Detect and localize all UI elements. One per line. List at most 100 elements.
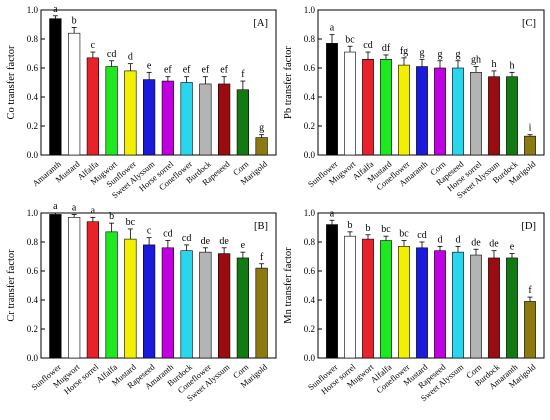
bar-4 bbox=[124, 70, 137, 156]
significance-letter: de bbox=[471, 237, 481, 248]
significance-letter: ef bbox=[183, 65, 191, 76]
bar-4 bbox=[398, 64, 410, 156]
bar-10 bbox=[506, 76, 518, 156]
bar-7 bbox=[452, 251, 464, 359]
bar-5 bbox=[143, 244, 156, 359]
significance-letter: b bbox=[109, 211, 114, 222]
bar-8 bbox=[470, 254, 482, 359]
y-tick-label: 0.0 bbox=[27, 353, 39, 363]
significance-letter: e bbox=[510, 242, 515, 253]
significance-letter: d bbox=[456, 234, 461, 245]
panel-label: [C] bbox=[522, 18, 536, 29]
bar-8 bbox=[199, 251, 212, 359]
significance-letter: e bbox=[147, 60, 152, 71]
significance-letter: d bbox=[438, 234, 443, 245]
y-tick-label: 0.2 bbox=[304, 121, 315, 131]
significance-letter: b bbox=[348, 220, 353, 231]
bar-3 bbox=[380, 240, 392, 359]
significance-letter: a bbox=[53, 4, 58, 15]
significance-letter: h bbox=[492, 59, 497, 70]
bar-5 bbox=[416, 247, 428, 359]
plot-frame bbox=[317, 212, 545, 359]
plot-frame bbox=[40, 9, 277, 156]
bar-3 bbox=[105, 66, 118, 156]
significance-letter: gh bbox=[471, 55, 481, 66]
significance-letter: c bbox=[147, 226, 152, 237]
panel-label: [B] bbox=[254, 221, 268, 232]
y-tick-label: 1.0 bbox=[304, 208, 316, 218]
significance-letter: ef bbox=[164, 65, 172, 76]
significance-letter: ef bbox=[201, 65, 209, 76]
y-tick-label: 0.8 bbox=[27, 237, 39, 247]
bar-5 bbox=[143, 79, 156, 156]
y-axis-label: Mn transfer factor bbox=[283, 247, 294, 324]
plot-frame bbox=[317, 9, 545, 156]
significance-letter: bc bbox=[126, 217, 136, 228]
significance-letter: b bbox=[72, 15, 77, 26]
y-tick-label: 0.8 bbox=[27, 34, 39, 44]
bar-1 bbox=[344, 235, 356, 359]
y-tick-label: 0.0 bbox=[304, 150, 316, 160]
significance-letter: de bbox=[201, 236, 211, 247]
panel-label: [A] bbox=[253, 18, 268, 29]
y-tick-label: 0.0 bbox=[304, 353, 316, 363]
significance-letter: e bbox=[241, 240, 246, 251]
significance-letter: f bbox=[241, 69, 245, 80]
bar-2 bbox=[362, 238, 374, 359]
bar-1 bbox=[68, 217, 81, 359]
bar-7 bbox=[180, 250, 193, 359]
bar-0 bbox=[49, 214, 62, 359]
y-axis-label: Co transfer factor bbox=[6, 45, 17, 120]
bar-2 bbox=[86, 57, 99, 156]
y-tick-label: 0.4 bbox=[304, 92, 316, 102]
bar-0 bbox=[49, 18, 62, 156]
significance-letter: df bbox=[382, 43, 391, 54]
y-tick-label: 0.4 bbox=[27, 92, 39, 102]
significance-letter: fg bbox=[400, 46, 408, 57]
significance-letter: c bbox=[91, 40, 96, 51]
y-tick-label: 0.2 bbox=[304, 324, 315, 334]
panel-label: [D] bbox=[521, 221, 536, 232]
bar-10 bbox=[506, 257, 518, 359]
plot-frame bbox=[40, 212, 277, 359]
bar-9 bbox=[218, 253, 231, 359]
bar-4 bbox=[398, 246, 410, 359]
significance-letter: cd bbox=[363, 40, 372, 51]
bar-5 bbox=[416, 66, 428, 156]
significance-letter: d bbox=[128, 52, 133, 63]
y-tick-label: 0.6 bbox=[27, 266, 39, 276]
bar-7 bbox=[180, 82, 193, 156]
significance-letter: cd bbox=[163, 229, 172, 240]
chart-panel-1: 0.0 0.2 0.4 0.6 0.8 1.0 Pb transfer factor [C] a… bbox=[283, 5, 545, 200]
bar-6 bbox=[161, 80, 174, 156]
y-tick-label: 0.6 bbox=[27, 63, 39, 73]
significance-letter: de bbox=[219, 236, 229, 247]
bar-11 bbox=[255, 137, 268, 156]
y-tick-label: 1.0 bbox=[27, 5, 39, 15]
significance-letter: f bbox=[528, 285, 532, 296]
significance-letter: g bbox=[420, 47, 425, 58]
significance-letter: h bbox=[510, 60, 515, 71]
significance-letter: a bbox=[53, 201, 58, 212]
y-tick-label: 0.0 bbox=[27, 150, 39, 160]
significance-letter: a bbox=[91, 205, 96, 216]
y-tick-label: 0.8 bbox=[304, 34, 316, 44]
bar-3 bbox=[105, 231, 118, 359]
bar-9 bbox=[218, 83, 231, 156]
bar-4 bbox=[124, 238, 137, 359]
bar-3 bbox=[380, 58, 392, 156]
significance-letter: b bbox=[366, 223, 371, 234]
significance-letter: bc bbox=[399, 229, 409, 240]
bar-11 bbox=[524, 135, 536, 156]
y-tick-label: 0.4 bbox=[27, 295, 39, 305]
significance-letter: bc bbox=[381, 224, 391, 235]
y-tick-label: 0.2 bbox=[27, 121, 38, 131]
bar-1 bbox=[68, 32, 81, 156]
y-tick-label: 0.8 bbox=[304, 237, 316, 247]
significance-letter: cd bbox=[107, 49, 116, 60]
bar-6 bbox=[434, 250, 446, 359]
y-tick-label: 0.6 bbox=[304, 63, 316, 73]
significance-letter: bc bbox=[345, 34, 355, 45]
significance-letter: g bbox=[259, 123, 264, 134]
